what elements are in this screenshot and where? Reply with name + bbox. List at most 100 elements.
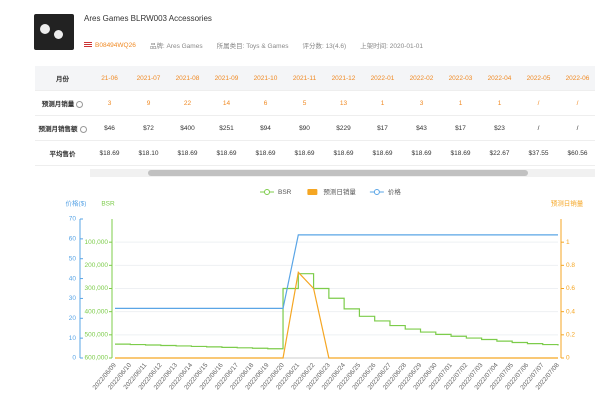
y-tick-label: 60 <box>69 236 77 243</box>
table-cell: / <box>519 115 558 141</box>
y3-tick-label: 0.2 <box>566 332 575 339</box>
cell-text: $18.69 <box>372 149 393 157</box>
table-cell: $18.69 <box>207 140 246 166</box>
product-header: Ares Games BLRW003 Accessories B08494WQ2… <box>0 0 595 60</box>
y-tick-label: 30 <box>69 295 77 302</box>
row-label: 预测月销量 <box>35 90 90 116</box>
info-icon <box>79 125 87 133</box>
cell-text: 13 <box>339 99 348 107</box>
asin-link[interactable]: B08494WQ26 <box>95 41 136 49</box>
table-cell: $22.67 <box>480 140 519 166</box>
category: 所属类目: Toys & Games <box>216 43 289 50</box>
listed-date: 上架时间: 2020-01-01 <box>360 43 424 50</box>
cell-text: $17 <box>455 124 466 132</box>
table-cell: $18.69 <box>168 140 207 166</box>
sales-table: 月份 21-06 2021-07 2021-08 2021-09 2021-10 2021-… <box>35 66 595 166</box>
cell-text: 14 <box>222 99 231 107</box>
table-cell: $18.69 <box>285 140 324 166</box>
table-cell: $72 <box>129 115 168 141</box>
y3-tick-label: 0.8 <box>566 262 575 269</box>
table-cell: / <box>558 115 595 141</box>
cell-text: $251 <box>219 124 234 132</box>
cell-text: 6 <box>263 99 268 107</box>
y-tick-label: 0 <box>72 355 76 362</box>
header-cell: 2021-08 <box>168 66 207 91</box>
cell-text: $17 <box>377 124 388 132</box>
header-cell: 2022-05 <box>519 66 558 91</box>
table-cell: $18.69 <box>441 140 480 166</box>
cell-text: $90 <box>299 124 310 132</box>
y-tick-label: 10 <box>69 335 77 342</box>
table-cell: 1 <box>480 90 519 116</box>
y2-tick-label: 500,000 <box>85 332 109 339</box>
y3-tick-label: 1 <box>566 239 570 246</box>
cell-text: 22 <box>183 99 192 107</box>
table-cell: $18.69 <box>246 140 285 166</box>
table-cell: $43 <box>402 115 441 141</box>
table-cell: $46 <box>90 115 129 141</box>
header-cell: 2022-04 <box>480 66 519 91</box>
info-icon <box>76 100 84 108</box>
table-row: 预测月销量 3 9 22 14 6 5 13 1 3 1 1// <box>35 90 595 116</box>
brand: 品牌: Ares Games <box>149 43 203 50</box>
cell-text: 1 <box>380 99 385 107</box>
cell-text: $18.69 <box>99 149 120 157</box>
cell-text: $60.56 <box>567 149 588 157</box>
cell-text: $18.69 <box>294 149 315 157</box>
table-cell: $18.69 <box>90 140 129 166</box>
table-cell: 6 <box>246 90 285 116</box>
table-cell: 5 <box>285 90 324 116</box>
series-line <box>115 234 558 309</box>
y2-axis-title: BSR <box>101 201 115 208</box>
cell-text: / <box>576 124 579 132</box>
table-cell: / <box>519 90 558 116</box>
table-row: 平均售价 $18.69 $18.10 $18.69 $18.69 $18.69 $18.69… <box>35 140 595 166</box>
y2-tick-label: 200,000 <box>85 262 109 269</box>
cell-text: 预测月销量 <box>41 101 75 108</box>
y2-tick-label: 100,000 <box>85 239 109 246</box>
scroll-thumb[interactable] <box>148 170 528 176</box>
cell-text: 3 <box>107 99 112 107</box>
y-tick-label: 20 <box>69 315 77 322</box>
header-cell: 2021-12 <box>324 66 363 91</box>
cell-text: / <box>537 124 540 132</box>
table-row: 预测月销售额 $46 $72 $400 $251 $94 $90 $229 $17 $43 $17 $… <box>35 115 595 141</box>
table-cell: $17 <box>441 115 480 141</box>
header-cell: 月份 <box>35 66 90 91</box>
sales-table-wrap: 月份 21-06 2021-07 2021-08 2021-09 2021-10 2021-… <box>35 66 595 166</box>
scrollbar[interactable] <box>90 169 595 177</box>
cell-text: $18.69 <box>333 149 354 157</box>
table-cell: $18.69 <box>363 140 402 166</box>
cell-text: / <box>576 99 579 107</box>
y3-tick-label: 0.4 <box>566 308 575 315</box>
product-title[interactable]: Ares Games BLRW003 Accessories <box>84 14 212 23</box>
y3-axis-title: 预测日销量 <box>551 199 584 208</box>
legend-marker <box>264 189 270 195</box>
cell-text: 1 <box>497 99 502 107</box>
table-cell: $17 <box>363 115 402 141</box>
y-tick-label: 50 <box>69 255 77 262</box>
table-cell: 9 <box>129 90 168 116</box>
product-image <box>34 14 74 50</box>
table-cell: 3 <box>90 90 129 116</box>
asin[interactable]: B08494WQ26 <box>84 42 136 49</box>
cell-text: 9 <box>146 99 151 107</box>
row-label: 平均售价 <box>35 140 90 166</box>
product-meta: B08494WQ26 品牌: Ares Games 所属类目: Toys & G… <box>84 40 423 50</box>
cell-text: $18.69 <box>450 149 471 157</box>
header-cell: 2022-02 <box>402 66 441 91</box>
table-cell: $18.69 <box>402 140 441 166</box>
table-cell: 1 <box>441 90 480 116</box>
y-tick-label: 70 <box>69 216 77 223</box>
cell-text: $18.69 <box>177 149 198 157</box>
header-cell: 2021-11 <box>285 66 324 91</box>
cell-text: 平均售价 <box>49 151 76 158</box>
legend-swatch <box>307 189 318 195</box>
series-line <box>115 271 558 359</box>
table-cell: 14 <box>207 90 246 116</box>
table-cell: 1 <box>363 90 402 116</box>
cell-text: / <box>537 99 540 107</box>
table-cell: $18.10 <box>129 140 168 166</box>
header-cell: 2022-01 <box>363 66 402 91</box>
